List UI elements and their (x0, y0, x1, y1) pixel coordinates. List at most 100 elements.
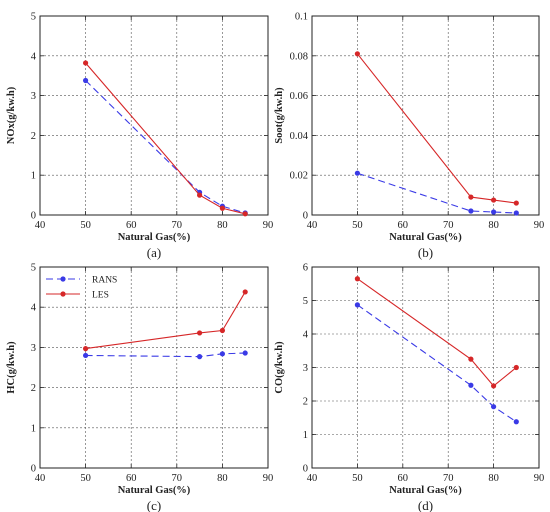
series-line-1 (85, 352, 246, 358)
data-point (491, 383, 497, 389)
y-tick-label: 5 (303, 296, 308, 307)
series-line-2 (357, 278, 517, 387)
series-line-1 (357, 172, 517, 214)
y-tick-label: 0 (31, 464, 36, 475)
y-axis-label: HC(g/kw.h) (6, 341, 17, 394)
series-line-2 (85, 62, 246, 215)
data-point (219, 327, 225, 334)
panel-label: (a) (147, 245, 161, 260)
y-axis-label: Soot(g/kw.h) (274, 87, 285, 144)
y-tick-label: 4 (31, 51, 37, 62)
x-tick-label: 60 (398, 220, 409, 231)
data-point (354, 51, 360, 57)
data-point (468, 208, 474, 214)
y-tick-label: 2 (31, 383, 36, 394)
x-tick-label: 40 (307, 220, 318, 231)
data-point (197, 192, 203, 198)
x-axis-label: Natural Gas(%) (118, 232, 191, 243)
y-tick-label: 3 (31, 91, 36, 102)
legend-marker (60, 276, 66, 282)
data-point (219, 351, 225, 357)
y-tick-label: 4 (303, 330, 309, 341)
y-tick-label: 5 (31, 263, 36, 274)
x-tick-label: 60 (398, 473, 409, 484)
x-tick-label: 50 (352, 220, 363, 231)
x-tick-label: 50 (352, 473, 363, 484)
data-point (83, 60, 89, 66)
y-tick-label: 1 (31, 171, 36, 182)
x-tick-label: 80 (217, 220, 228, 231)
data-point (242, 289, 248, 295)
y-axis-label: NOx(g/kw.h) (6, 86, 17, 144)
y-tick-label: 0 (31, 211, 36, 222)
y-tick-label: 0 (303, 211, 308, 222)
data-point (513, 210, 519, 216)
y-tick-label: 6 (303, 263, 308, 274)
plot-frame (39, 266, 269, 469)
y-tick-label: 0.08 (290, 51, 308, 62)
x-tick-label: 70 (172, 473, 183, 484)
x-tick-label: 60 (126, 473, 137, 484)
data-point (242, 350, 248, 356)
x-axis-label: Natural Gas(%) (389, 232, 462, 243)
x-tick-label: 70 (443, 220, 454, 231)
plot-frame (39, 15, 269, 216)
data-point (197, 330, 203, 336)
data-point (468, 382, 474, 388)
data-point (242, 211, 248, 217)
x-tick-label: 40 (35, 473, 46, 484)
x-tick-label: 70 (172, 220, 183, 231)
x-tick-label: 80 (488, 473, 499, 484)
x-tick-label: 90 (534, 473, 545, 484)
chart-panel-4: 40 50 60 70 80 90 0 1 2 3 4 5 6 Natural Gas(%) CO(g/kw… (274, 263, 544, 512)
panel-label: (c) (147, 498, 161, 512)
data-point (197, 354, 203, 360)
y-tick-label: 0.1 (295, 12, 308, 23)
x-tick-label: 80 (217, 473, 228, 484)
y-tick-label: 0.02 (290, 171, 308, 182)
data-point (219, 205, 225, 211)
y-tick-label: 0.04 (290, 131, 309, 142)
legend-entry: LES (92, 291, 109, 301)
x-tick-label: 90 (263, 220, 274, 231)
x-tick-label: 90 (534, 220, 545, 231)
legend-marker (60, 291, 66, 297)
x-tick-label: 40 (35, 220, 46, 231)
x-tick-label: 90 (263, 473, 274, 484)
data-point (491, 209, 497, 215)
data-point (83, 352, 89, 359)
data-point (83, 346, 89, 352)
y-tick-label: 3 (31, 343, 36, 354)
x-axis-label: Natural Gas(%) (389, 485, 462, 496)
y-tick-label: 1 (303, 430, 308, 441)
chart-panel-1: 40 50 60 70 80 90 0 1 2 3 4 5 Natural Gas(%) NOx(g/kw… (6, 12, 273, 261)
y-tick-label: 2 (303, 397, 308, 408)
data-point (491, 404, 497, 410)
y-tick-label: 2 (31, 131, 36, 142)
panel-label: (b) (418, 245, 433, 260)
data-point (468, 356, 474, 362)
plot-frame (311, 15, 540, 216)
y-tick-label: 4 (31, 303, 37, 314)
data-point (491, 197, 497, 203)
series-line-1 (357, 304, 517, 423)
legend-entry: RANS (92, 276, 117, 286)
legend: RANS LES (46, 276, 117, 301)
y-tick-label: 0 (303, 464, 308, 475)
series-line-1 (85, 80, 246, 214)
x-tick-label: 80 (488, 220, 499, 231)
y-tick-label: 1 (31, 423, 36, 434)
series-line-2 (356, 53, 517, 204)
data-point (513, 200, 519, 206)
chart-panel-2: 40 50 60 70 80 90 0 0.02 0.04 0.06 0.08 0.1 Natural … (274, 12, 544, 261)
data-point (354, 302, 360, 308)
data-point (83, 77, 89, 84)
x-tick-label: 70 (443, 473, 454, 484)
x-axis-label: Natural Gas(%) (118, 485, 191, 496)
y-tick-label: 5 (31, 12, 36, 23)
x-tick-label: 50 (80, 220, 91, 231)
data-point (354, 276, 360, 282)
data-point (513, 364, 519, 371)
x-tick-label: 50 (80, 473, 91, 484)
